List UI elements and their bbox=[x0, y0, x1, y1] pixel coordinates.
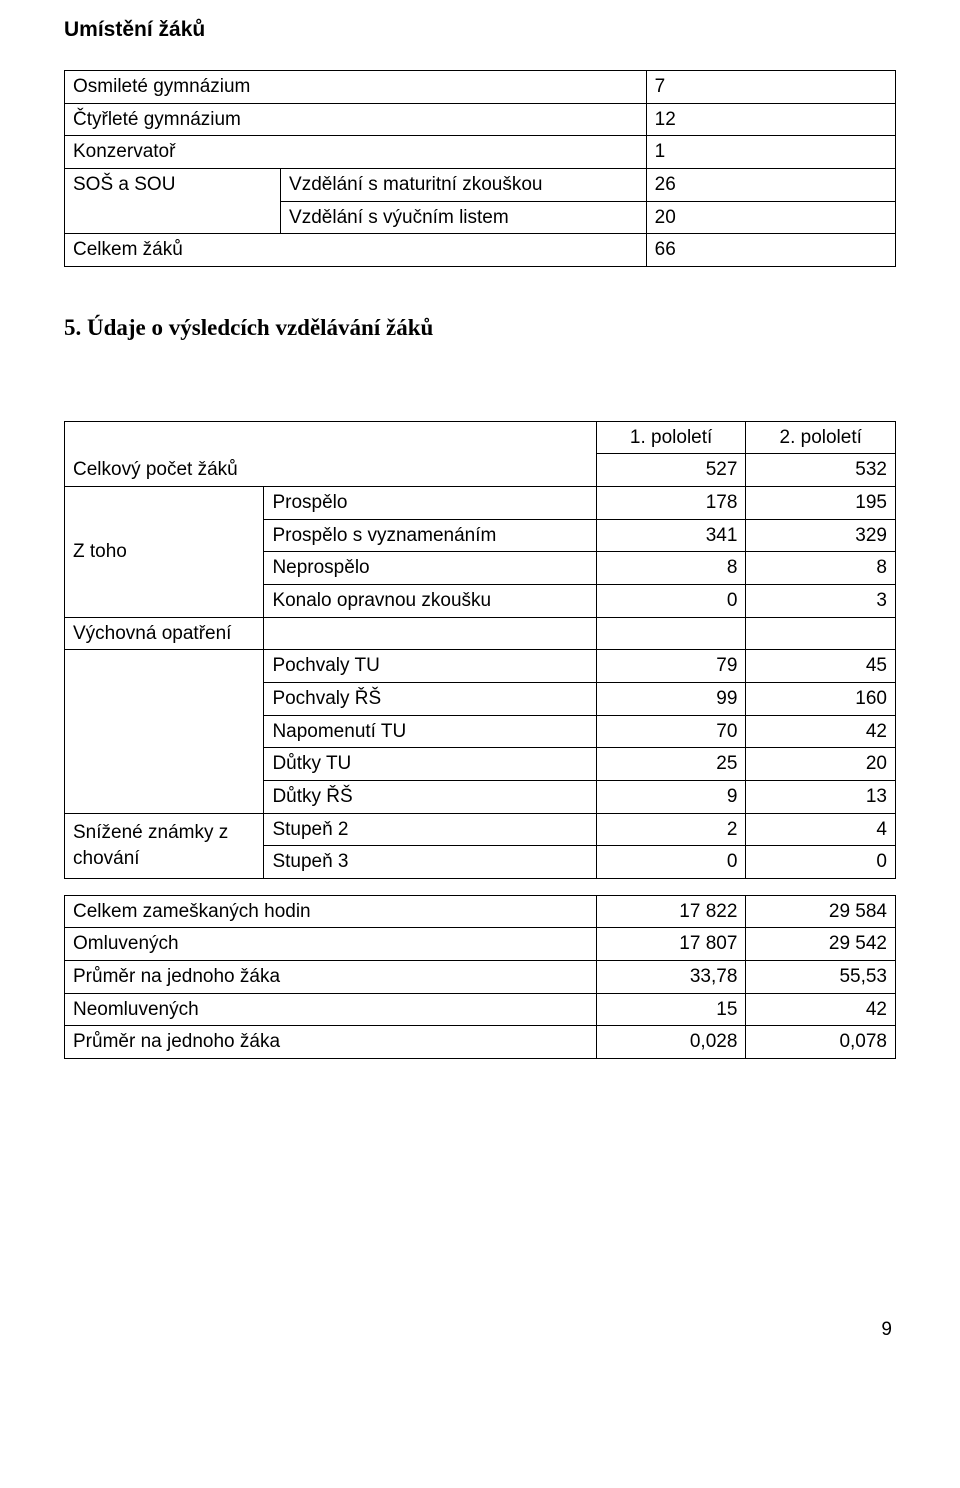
cell-value: 20 bbox=[646, 201, 895, 234]
cell-value: 160 bbox=[746, 682, 896, 715]
table-row: Průměr na jednoho žáka 0,028 0,078 bbox=[65, 1026, 896, 1059]
table-results: Celkový počet žáků 1. pololetí 2. polole… bbox=[64, 421, 896, 879]
cell-value: 9 bbox=[596, 780, 746, 813]
cell-label: Stupeň 2 bbox=[264, 813, 596, 846]
cell-label: Průměr na jednoho žáka bbox=[65, 1026, 597, 1059]
cell-value: 8 bbox=[596, 552, 746, 585]
cell-value: 55,53 bbox=[746, 961, 896, 994]
cell-value: 26 bbox=[646, 168, 895, 201]
cell-label: Vzdělání s výučním listem bbox=[281, 201, 647, 234]
cell-value: 29 584 bbox=[746, 895, 896, 928]
cell-value: 99 bbox=[596, 682, 746, 715]
table-row: SOŠ a SOU Vzdělání s maturitní zkouškou … bbox=[65, 168, 896, 201]
cell-value: 29 542 bbox=[746, 928, 896, 961]
table-row: Celkem zameškaných hodin 17 822 29 584 bbox=[65, 895, 896, 928]
cell-value: 4 bbox=[746, 813, 896, 846]
cell-value: 532 bbox=[746, 454, 896, 487]
cell-value: 13 bbox=[746, 780, 896, 813]
table-row: Snížené známky z chování Stupeň 2 2 4 bbox=[65, 813, 896, 846]
cell-value: 3 bbox=[746, 585, 896, 618]
cell-value: 195 bbox=[746, 487, 896, 520]
table-row: Neomluvených 15 42 bbox=[65, 993, 896, 1026]
cell-empty bbox=[596, 617, 746, 650]
cell-label: Celkem žáků bbox=[65, 234, 647, 267]
cell-value: 527 bbox=[596, 454, 746, 487]
cell-value: 8 bbox=[746, 552, 896, 585]
cell-label: Neomluvených bbox=[65, 993, 597, 1026]
cell-value: 66 bbox=[646, 234, 895, 267]
cell-label: Napomenutí TU bbox=[264, 715, 596, 748]
cell-label: Prospělo s vyznamenáním bbox=[264, 519, 596, 552]
col-header-1: 1. pololetí bbox=[596, 421, 746, 454]
cell-label: Důtky TU bbox=[264, 748, 596, 781]
cell-value: 0,028 bbox=[596, 1026, 746, 1059]
page-number: 9 bbox=[64, 1319, 896, 1341]
cell-label: Osmileté gymnázium bbox=[65, 71, 647, 104]
cell-value: 0 bbox=[746, 846, 896, 879]
table-row: Průměr na jednoho žáka 33,78 55,53 bbox=[65, 961, 896, 994]
cell-value: 42 bbox=[746, 715, 896, 748]
table-row: Omluvených 17 807 29 542 bbox=[65, 928, 896, 961]
cell-value: 1 bbox=[646, 136, 895, 169]
cell-value: 7 bbox=[646, 71, 895, 104]
cell-value: 15 bbox=[596, 993, 746, 1026]
table-placement: Osmileté gymnázium 7 Čtyřleté gymnázium … bbox=[64, 70, 896, 267]
cell-value: 25 bbox=[596, 748, 746, 781]
cell-label: Snížené známky z chování bbox=[65, 813, 264, 878]
cell-label: SOŠ a SOU bbox=[65, 168, 281, 233]
cell-value: 70 bbox=[596, 715, 746, 748]
table-row: Z toho Prospělo 178 195 bbox=[65, 487, 896, 520]
cell-label: Výchovná opatření bbox=[65, 617, 264, 650]
cell-value: 17 822 bbox=[596, 895, 746, 928]
table-header-row: Celkový počet žáků 1. pololetí 2. polole… bbox=[65, 421, 896, 454]
cell-value: 45 bbox=[746, 650, 896, 683]
cell-label: Konalo opravnou zkoušku bbox=[264, 585, 596, 618]
cell-value: 12 bbox=[646, 103, 895, 136]
cell-label: Celkový počet žáků bbox=[65, 421, 597, 486]
col-header-2: 2. pololetí bbox=[746, 421, 896, 454]
cell-value: 2 bbox=[596, 813, 746, 846]
table-row: Celkem žáků 66 bbox=[65, 234, 896, 267]
cell-label: Konzervatoř bbox=[65, 136, 647, 169]
cell-value: 178 bbox=[596, 487, 746, 520]
spacer bbox=[64, 879, 896, 895]
cell-value: 0,078 bbox=[746, 1026, 896, 1059]
table-summary: Celkem zameškaných hodin 17 822 29 584 O… bbox=[64, 895, 896, 1059]
table-row: Výchovná opatření bbox=[65, 617, 896, 650]
cell-empty bbox=[264, 617, 596, 650]
cell-value: 329 bbox=[746, 519, 896, 552]
cell-label: Neprospělo bbox=[264, 552, 596, 585]
cell-value: 20 bbox=[746, 748, 896, 781]
cell-label: Vzdělání s maturitní zkouškou bbox=[281, 168, 647, 201]
cell-label: Prospělo bbox=[264, 487, 596, 520]
cell-label: Stupeň 3 bbox=[264, 846, 596, 879]
table-row: Konzervatoř 1 bbox=[65, 136, 896, 169]
cell-value: 33,78 bbox=[596, 961, 746, 994]
cell-label: Důtky ŘŠ bbox=[264, 780, 596, 813]
cell-value: 17 807 bbox=[596, 928, 746, 961]
cell-empty bbox=[746, 617, 896, 650]
cell-label: Čtyřleté gymnázium bbox=[65, 103, 647, 136]
table-row: Čtyřleté gymnázium 12 bbox=[65, 103, 896, 136]
cell-value: 341 bbox=[596, 519, 746, 552]
cell-label: Průměr na jednoho žáka bbox=[65, 961, 597, 994]
cell-value: 0 bbox=[596, 846, 746, 879]
cell-value: 79 bbox=[596, 650, 746, 683]
table-row: Pochvaly TU 79 45 bbox=[65, 650, 896, 683]
cell-value: 0 bbox=[596, 585, 746, 618]
cell-label: Pochvaly ŘŠ bbox=[264, 682, 596, 715]
section2-title: 5. Údaje o výsledcích vzdělávání žáků bbox=[64, 315, 896, 341]
cell-label: Celkem zameškaných hodin bbox=[65, 895, 597, 928]
cell-value: 42 bbox=[746, 993, 896, 1026]
cell-label: Z toho bbox=[65, 487, 264, 618]
cell-empty bbox=[65, 650, 264, 813]
cell-label: Pochvaly TU bbox=[264, 650, 596, 683]
cell-label: Omluvených bbox=[65, 928, 597, 961]
table-row: Osmileté gymnázium 7 bbox=[65, 71, 896, 104]
section1-title: Umístění žáků bbox=[64, 18, 896, 42]
